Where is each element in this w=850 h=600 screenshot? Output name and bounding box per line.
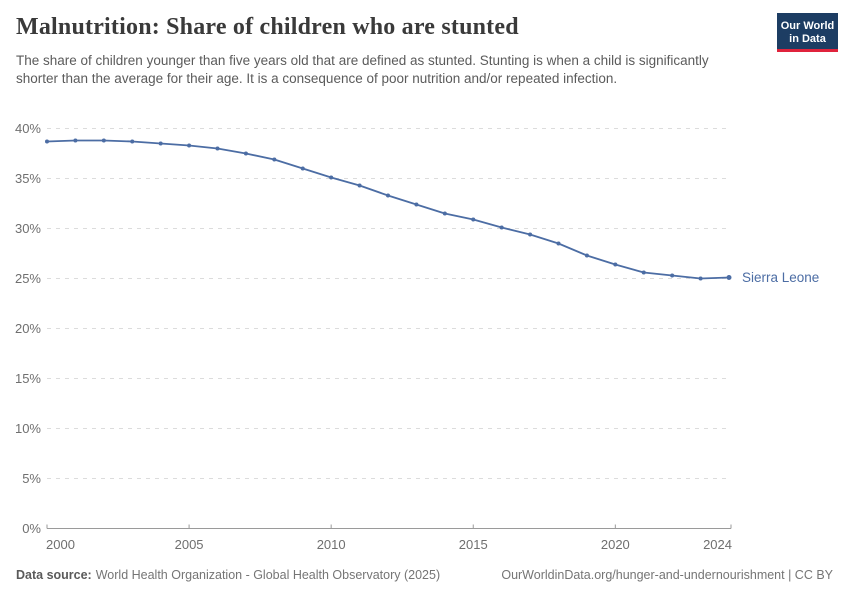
x-axis-tick-label: 2020 bbox=[601, 537, 630, 552]
data-point[interactable] bbox=[130, 139, 135, 144]
data-point[interactable] bbox=[101, 138, 106, 143]
owid-logo-line2: in Data bbox=[789, 32, 826, 45]
data-point[interactable] bbox=[300, 166, 305, 171]
data-point[interactable] bbox=[187, 143, 192, 148]
data-point[interactable] bbox=[442, 211, 447, 216]
data-point[interactable] bbox=[556, 241, 561, 246]
owid-logo-line1: Our World bbox=[780, 19, 835, 32]
y-axis-tick-label: 40% bbox=[15, 121, 41, 136]
x-axis-tick-label: 2015 bbox=[459, 537, 488, 552]
x-axis-tick-label: 2024 bbox=[703, 537, 732, 552]
entity-label[interactable]: Sierra Leone bbox=[742, 270, 819, 285]
y-axis-tick-label: 15% bbox=[15, 371, 41, 386]
owid-logo-accent-bar bbox=[777, 48, 838, 52]
data-point[interactable] bbox=[329, 175, 334, 180]
y-axis-tick-label: 25% bbox=[15, 271, 41, 286]
y-axis-tick-label: 5% bbox=[22, 471, 41, 486]
y-axis-tick-label: 35% bbox=[15, 171, 41, 186]
data-point[interactable] bbox=[613, 262, 618, 267]
data-point[interactable] bbox=[584, 253, 589, 258]
data-source: Data source: World Health Organization - … bbox=[16, 568, 440, 582]
trend-line[interactable] bbox=[46, 139, 730, 280]
data-point[interactable] bbox=[414, 202, 419, 207]
data-point[interactable] bbox=[215, 146, 220, 151]
page-title: Malnutrition: Share of children who are … bbox=[16, 14, 519, 40]
attribution-link[interactable]: OurWorldinData.org/hunger-and-undernouri… bbox=[501, 568, 833, 582]
data-point[interactable] bbox=[158, 141, 163, 146]
data-source-value: World Health Organization - Global Healt… bbox=[95, 568, 441, 582]
data-point[interactable] bbox=[243, 151, 248, 156]
data-point[interactable] bbox=[386, 193, 390, 198]
data-point[interactable] bbox=[471, 217, 476, 222]
data-point[interactable] bbox=[698, 276, 703, 281]
chart-subtitle: The share of children younger than five … bbox=[16, 53, 709, 86]
data-point[interactable] bbox=[528, 232, 533, 237]
data-source-label: Data source: bbox=[16, 568, 92, 582]
y-axis-tick-label: 20% bbox=[15, 321, 41, 336]
y-axis-tick-label: 10% bbox=[15, 421, 41, 436]
data-point[interactable] bbox=[73, 138, 78, 143]
owid-logo[interactable]: Our World in Data bbox=[777, 13, 838, 52]
data-point[interactable] bbox=[499, 225, 504, 230]
x-axis-tick-label: 2010 bbox=[317, 537, 346, 552]
data-point[interactable] bbox=[45, 139, 49, 144]
data-point[interactable] bbox=[357, 183, 362, 188]
data-point[interactable] bbox=[670, 273, 675, 278]
x-axis-tick-label: 2005 bbox=[175, 537, 204, 552]
y-axis-tick-label: 30% bbox=[15, 221, 41, 236]
data-point[interactable] bbox=[726, 275, 732, 280]
chart-footer: Data source: World Health Organization - … bbox=[16, 568, 833, 582]
data-point[interactable] bbox=[641, 270, 646, 275]
data-point[interactable] bbox=[272, 157, 277, 162]
x-axis-tick-label: 2000 bbox=[46, 537, 75, 552]
y-axis-tick-label: 0% bbox=[22, 521, 41, 536]
